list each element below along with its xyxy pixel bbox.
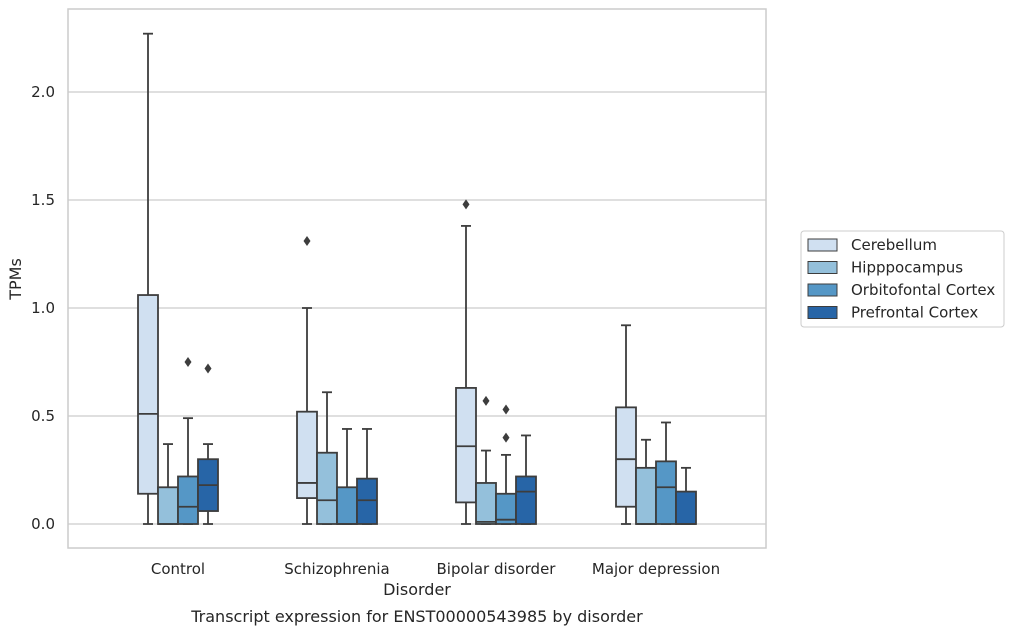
box (336, 428, 358, 525)
box (655, 421, 677, 525)
box-body (316, 451, 338, 525)
outlier-point (502, 432, 510, 443)
box-body (675, 490, 697, 525)
x-axis-label: Disorder (383, 580, 451, 599)
y-tick-label: 0.5 (31, 407, 55, 425)
y-axis-ticks: 0.0 0.5 1.0 1.5 2.0 (31, 83, 55, 533)
outlier-point (303, 236, 311, 247)
plot-area (67, 8, 767, 549)
box (197, 363, 219, 525)
legend-label: Cerebellum (851, 236, 937, 254)
x-tick-label: Bipolar disorder (437, 560, 557, 578)
box-body (296, 410, 318, 499)
box-body (336, 486, 358, 525)
x-tick-label: Major depression (592, 560, 720, 578)
box (495, 404, 517, 525)
series-3 (177, 357, 677, 525)
legend: Cerebellum Hipppocampus Orbitofontal Corte… (800, 230, 1005, 328)
box-body (455, 387, 477, 504)
x-axis-ticks: Control Schizophrenia Bipolar disorder Majo… (151, 560, 720, 578)
box-body (515, 475, 537, 525)
box-body (177, 475, 199, 525)
legend-swatch (807, 261, 838, 274)
box-series (137, 32, 697, 525)
box-body (475, 482, 497, 525)
outlier-point (482, 395, 490, 406)
box (296, 236, 318, 525)
y-tick-label: 2.0 (31, 83, 55, 101)
box-body (137, 294, 159, 495)
outlier-point (502, 404, 510, 415)
y-tick-label: 1.5 (31, 191, 55, 209)
series-4 (197, 363, 697, 525)
chart-caption: Transcript expression for ENST0000054398… (190, 607, 643, 626)
series-1 (137, 32, 637, 525)
box (177, 357, 199, 525)
legend-swatch (807, 238, 838, 252)
x-tick-label: Control (151, 560, 205, 578)
legend-swatch (807, 306, 838, 319)
series-2 (157, 391, 657, 525)
y-tick-label: 1.0 (31, 299, 55, 317)
legend-label: Orbitofontal Cortex (851, 281, 995, 299)
legend-label: Prefrontal Cortex (851, 304, 978, 322)
box-body (157, 486, 179, 525)
outlier-point (462, 199, 470, 210)
box (675, 466, 697, 525)
box (157, 443, 179, 525)
box (515, 434, 537, 525)
outlier-point (184, 357, 192, 367)
box (455, 199, 477, 525)
box-body (615, 406, 637, 508)
box-body (635, 466, 657, 525)
box (356, 428, 378, 525)
legend-swatch (807, 283, 838, 297)
x-tick-label: Schizophrenia (284, 560, 389, 578)
box-body (655, 460, 677, 525)
box (615, 324, 637, 525)
legend-frame (800, 230, 1005, 328)
y-tick-label: 0.0 (31, 515, 55, 533)
box (137, 32, 159, 525)
outlier-point (204, 363, 212, 374)
legend-label: Hipppocampus (851, 259, 963, 277)
box-body (356, 477, 378, 525)
y-axis-label: TPMs (6, 258, 25, 301)
